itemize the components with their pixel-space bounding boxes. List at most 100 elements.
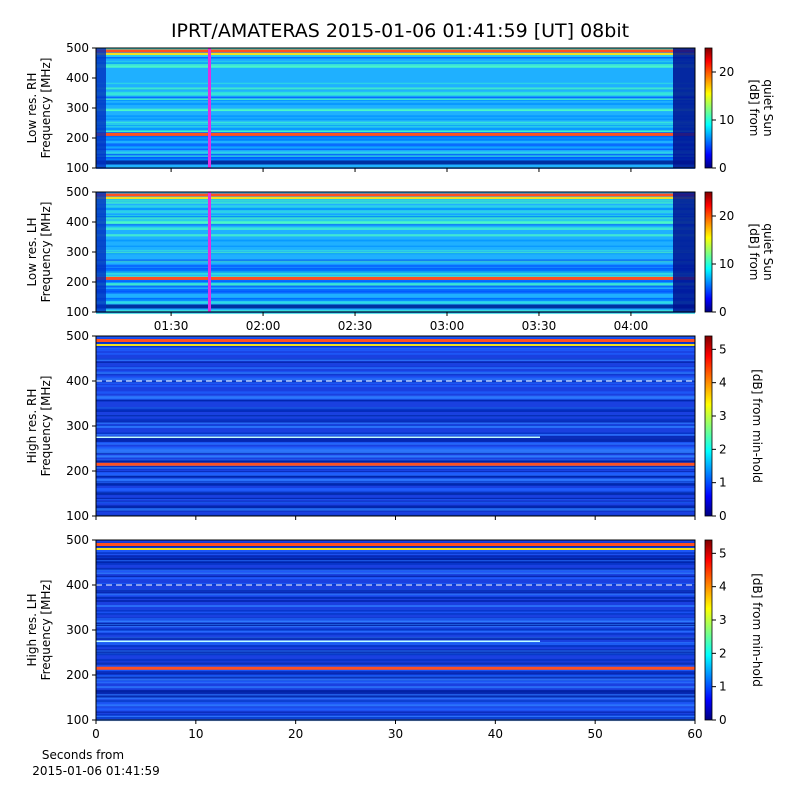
colorbar: [704, 191, 713, 313]
spectrogram-band: [96, 623, 695, 625]
spectrogram-band: [96, 215, 695, 217]
spectrogram-edge: [673, 48, 695, 168]
spectrogram-band: [96, 367, 695, 369]
spectrogram-band: [96, 488, 695, 491]
colorbar-tick-label: 5: [719, 342, 727, 356]
spectrogram-band: [96, 358, 695, 360]
x-axis-label: Seconds from: [42, 748, 124, 762]
spectrogram-band: [96, 682, 695, 684]
y-axis-label: Frequency [MHz]: [39, 580, 53, 681]
spectrogram-band: [96, 432, 695, 435]
spectrogram-band: [96, 396, 695, 399]
spectrogram-band: [96, 127, 695, 131]
spectrogram-band: [96, 686, 695, 689]
spectrogram-band: [96, 96, 695, 99]
spectrogram-band: [96, 283, 695, 286]
x-tick-label: 40: [488, 727, 503, 741]
y-tick-label: 200: [66, 131, 89, 145]
spectrogram-band: [96, 443, 695, 445]
spectrogram-band: [96, 633, 695, 635]
colorbar-tick-label: 10: [719, 113, 734, 127]
spectrogram-band: [96, 408, 695, 411]
spectrogram-band: [96, 450, 695, 453]
spectrogram-band: [96, 561, 695, 563]
spectrogram-band: [96, 253, 695, 255]
spectrogram-band: [96, 668, 695, 672]
colorbar-tick-label: 0: [719, 713, 727, 727]
spectrogram-band: [96, 264, 695, 268]
y-tick-label: 200: [66, 275, 89, 289]
spectrogram-band: [96, 251, 695, 254]
colorbar-tick-label: 3: [719, 613, 727, 627]
spectrogram-band: [96, 125, 695, 128]
spectrogram-band: [96, 378, 695, 381]
spectrogram-band: [96, 694, 695, 697]
colorbar-tick-label: 1: [719, 476, 727, 490]
spectrogram-band: [96, 399, 695, 402]
spectrogram-band: [96, 135, 695, 139]
spectrogram-band: [96, 625, 695, 628]
spectrogram-band: [96, 358, 695, 361]
spectrogram-band: [96, 472, 695, 476]
spectrogram-band: [96, 271, 695, 274]
spectrogram-band: [96, 556, 695, 559]
spectrogram-band: [96, 448, 695, 452]
spectrogram-band: [96, 692, 695, 695]
spectrogram-band: [96, 666, 695, 670]
spectrogram-band: [96, 49, 695, 53]
spectrogram-band: [96, 290, 695, 294]
spectrogram-band: [96, 479, 695, 482]
y-tick-label: 200: [66, 464, 89, 478]
colorbar-label: [dB] from: [747, 80, 761, 137]
spectrogram-band: [96, 221, 695, 224]
spectrogram-band: [96, 577, 695, 579]
spectrogram-band: [96, 132, 695, 136]
spectrogram-band: [96, 482, 695, 485]
time-marker: [208, 192, 211, 312]
spectrogram-band: [96, 136, 695, 139]
spectrogram-band: [96, 205, 695, 209]
spectrogram-band: [96, 659, 695, 662]
spectrogram-band: [96, 249, 695, 252]
spectrogram-band: [96, 707, 695, 710]
spectrogram-band: [96, 220, 695, 222]
colorbar-tick-label: 20: [719, 209, 734, 223]
spectrogram-band: [96, 418, 695, 421]
spectrogram-band: [96, 670, 695, 673]
spectrogram-band: [96, 642, 695, 645]
x-tick-label: 02:30: [338, 319, 373, 333]
spectrogram-band: [96, 716, 695, 719]
spectrogram-band: [96, 410, 695, 412]
spectrogram-band: [96, 583, 695, 585]
spectrogram-band: [96, 715, 695, 718]
spectrogram-band: [96, 695, 695, 698]
spectrogram-band: [96, 439, 695, 443]
spectrogram-band: [96, 288, 695, 292]
spectrogram-band: [96, 697, 695, 700]
x-tick-label: 10: [188, 727, 203, 741]
spectrogram-band: [96, 550, 695, 553]
x-tick-label: 02:00: [246, 319, 281, 333]
spectrogram-band: [96, 347, 695, 350]
spectrogram-band: [96, 130, 695, 132]
colorbar-tick-label: 3: [719, 409, 727, 423]
y-tick-label: 300: [66, 245, 89, 259]
spectrogram-band: [96, 460, 695, 462]
spectrogram-band: [96, 98, 695, 100]
spectrogram-band: [96, 570, 695, 573]
spectrogram-band: [96, 131, 695, 133]
x-tick-label: 01:30: [154, 319, 189, 333]
y-axis-label: Frequency [MHz]: [39, 202, 53, 303]
colorbar-tick-label: 4: [719, 580, 727, 594]
spectrogram-band: [96, 108, 695, 111]
spectrogram-band: [96, 600, 695, 602]
colorbar: [704, 539, 713, 721]
spectrogram-band: [96, 552, 695, 554]
spectrogram-band: [96, 336, 695, 339]
spectrogram-band: [96, 207, 695, 211]
spectrogram-band: [96, 637, 695, 640]
y-tick-label: 400: [66, 71, 89, 85]
spectrogram: [96, 48, 695, 168]
spectrogram-band: [96, 563, 695, 565]
spectrogram-band: [96, 501, 695, 504]
